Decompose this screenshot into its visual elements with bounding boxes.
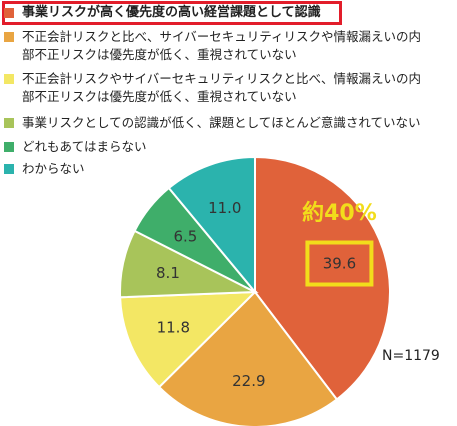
sample-size-label: N=1179 <box>382 348 440 364</box>
legend-item-1: 事業リスクが高く優先度の高い経営課題として認識 <box>4 4 321 22</box>
slice-value-label-2: 22.9 <box>232 372 265 390</box>
legend-item-6: わからない <box>4 160 85 178</box>
legend-item-3: 不正会計リスクやサイバーセキュリティリスクと比べ、情報漏えいの内 部不正リスクは… <box>4 70 421 106</box>
legend-label-2-line2: 部不正リスクは優先度が低く、重視されていない <box>22 47 297 62</box>
legend-swatch-1 <box>4 8 14 18</box>
legend-highlight-box <box>2 1 342 25</box>
legend-label-6: わからない <box>22 161 85 176</box>
slice-value-label-3: 11.8 <box>157 319 190 337</box>
pie-slice-6 <box>167 155 256 295</box>
legend-label-3-line1: 不正会計リスクやサイバーセキュリティリスクと比べ、情報漏えいの内 <box>22 71 422 86</box>
legend-label-5: どれもあてはまらない <box>22 139 147 154</box>
legend-label-1: 事業リスクが高く優先度の高い経営課題として認識 <box>22 5 321 20</box>
annotation-about-40-percent: 約40% <box>302 200 377 226</box>
legend-label-3-line2: 部不正リスクは優先度が低く、重視されていない <box>22 89 297 104</box>
value-highlight-box <box>305 240 374 287</box>
legend-label-2-line1: 不正会計リスクと比べ、サイバーセキュリティリスクや情報漏えいの内 <box>22 29 422 44</box>
slice-value-label-6: 11.0 <box>208 199 241 217</box>
legend-swatch-6 <box>4 164 14 174</box>
slice-value-label-5: 6.5 <box>173 227 197 245</box>
legend-swatch-4 <box>4 118 14 128</box>
legend-swatch-5 <box>4 142 14 152</box>
legend-swatch-2 <box>4 32 14 42</box>
pie-slice-1 <box>254 155 391 401</box>
pie-slice-2 <box>157 290 339 426</box>
legend-item-4: 事業リスクとしての認識が低く、課題としてほとんど意識されていない <box>4 114 421 132</box>
legend-item-2: 不正会計リスクと比べ、サイバーセキュリティリスクや情報漏えいの内 部不正リスクは… <box>4 28 421 64</box>
slice-value-label-4: 8.1 <box>156 264 180 282</box>
legend-swatch-3 <box>4 74 14 84</box>
legend-label-4: 事業リスクとしての認識が低く、課題としてほとんど意識されていない <box>22 115 421 130</box>
legend-item-5: どれもあてはまらない <box>4 138 147 156</box>
pie-slice-3 <box>119 290 258 389</box>
slice-value-label-1: 39.6 <box>323 255 356 273</box>
